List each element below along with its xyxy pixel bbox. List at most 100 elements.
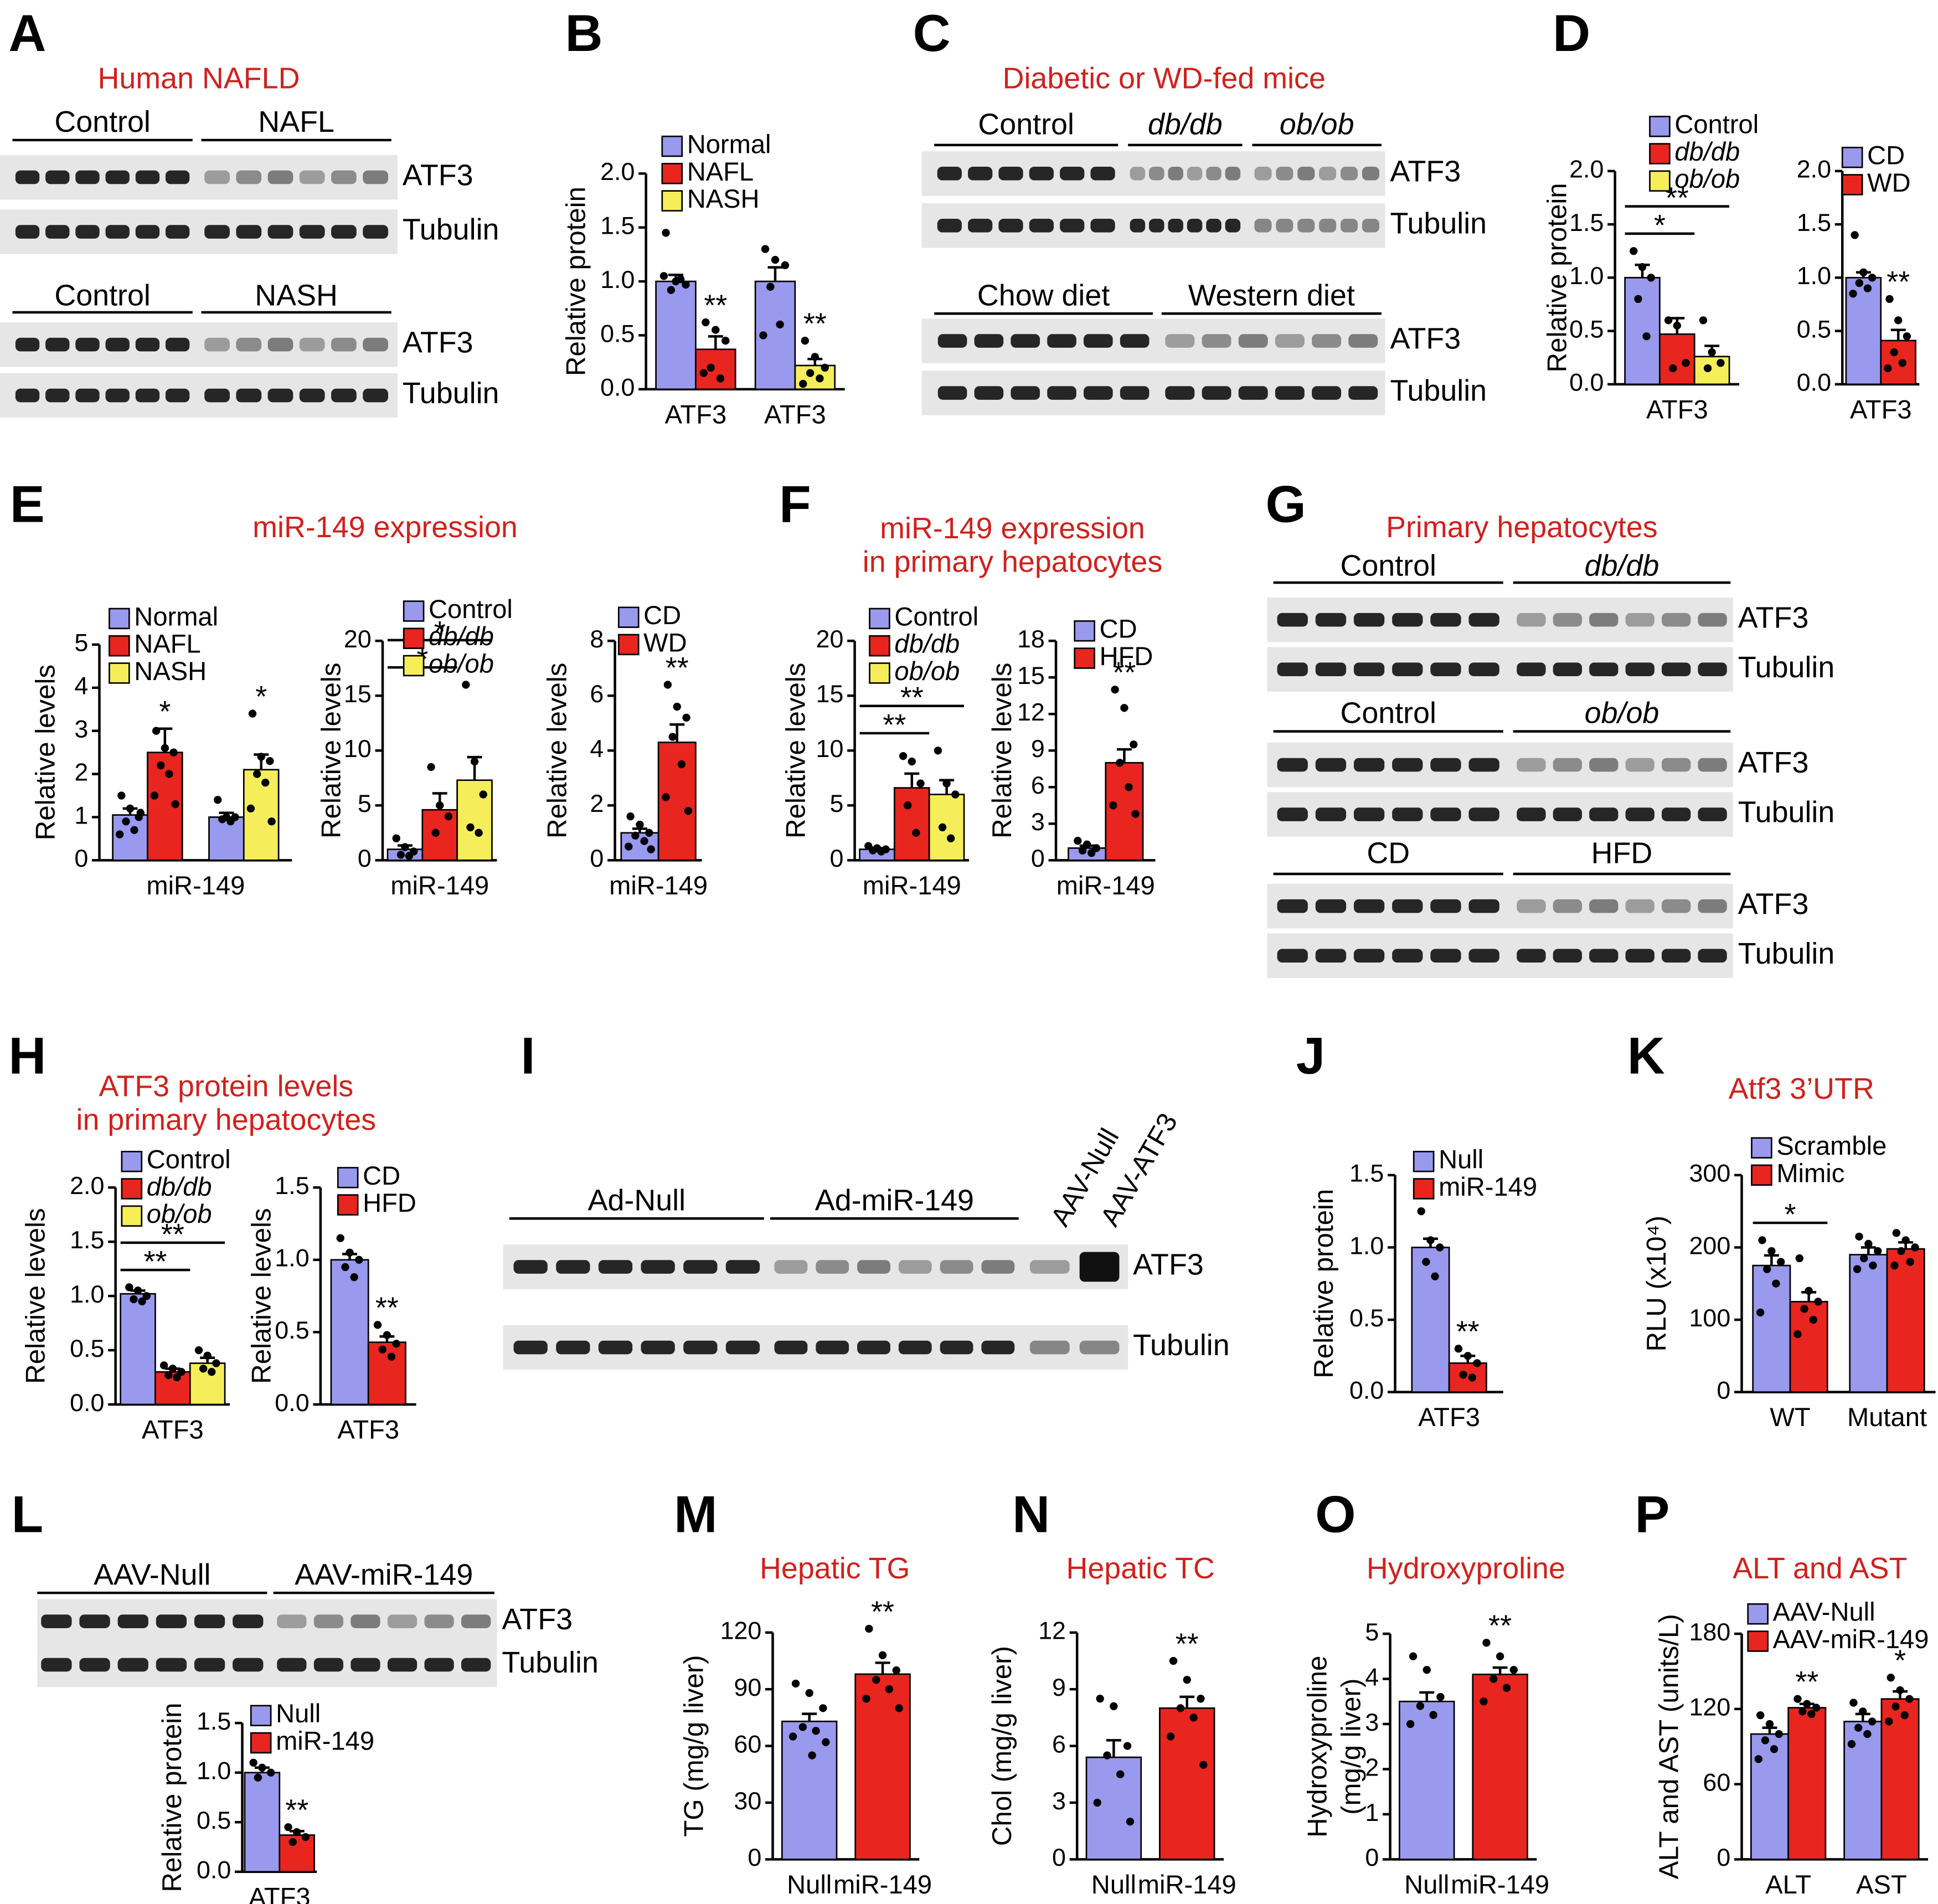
bar <box>1624 277 1661 385</box>
blot-band <box>1553 807 1583 821</box>
y-tick-label: 9 <box>1052 1674 1066 1701</box>
data-point <box>1074 836 1082 845</box>
data-point <box>152 727 161 735</box>
blot-row-label: ATF3 <box>1738 887 1809 920</box>
blot-band <box>1319 219 1337 233</box>
data-point <box>392 834 400 842</box>
data-point <box>1903 332 1911 341</box>
blot-band <box>75 337 100 352</box>
blot-band <box>45 337 70 352</box>
data-point <box>816 374 824 383</box>
panel-letter: N <box>1012 1485 1050 1543</box>
data-point <box>1708 348 1716 357</box>
legend-label: HFD <box>363 1188 416 1217</box>
blot-band <box>1029 219 1054 233</box>
blot-band <box>774 1340 808 1355</box>
data-point <box>475 829 483 837</box>
y-tick-label: 0 <box>748 1844 761 1871</box>
blot-band <box>1392 949 1423 963</box>
blot-band <box>1277 807 1308 821</box>
data-point <box>799 379 807 388</box>
data-point <box>1473 1359 1481 1367</box>
blot-band <box>937 386 967 400</box>
data-point <box>1459 1371 1467 1379</box>
legend-label: ob/ob <box>894 656 960 686</box>
data-point <box>684 807 693 815</box>
significance-star: ** <box>900 681 924 714</box>
blot-group-label: db/db <box>1585 549 1659 582</box>
blot-band <box>105 225 130 239</box>
blot-band <box>1254 219 1272 233</box>
y-tick-label: 0 <box>74 845 88 872</box>
blot-band <box>1297 219 1315 233</box>
legend-swatch <box>337 1167 359 1188</box>
blot-band <box>1661 949 1691 963</box>
blot-band <box>1315 662 1347 676</box>
blot-band <box>135 388 160 403</box>
blot-row-label: Tubulin <box>1738 651 1835 684</box>
blot-band <box>857 1340 890 1355</box>
data-point <box>164 1371 173 1380</box>
data-point <box>819 1704 827 1712</box>
data-point <box>288 1838 297 1846</box>
data-point <box>1111 686 1119 694</box>
significance-star: * <box>159 695 171 728</box>
blot-band <box>299 225 325 239</box>
y-axis-label: RLU (x10⁴) <box>1641 1216 1672 1352</box>
blot-band <box>204 337 230 352</box>
blot-band <box>1661 662 1691 676</box>
error-bar <box>708 335 723 349</box>
data-point <box>301 1833 310 1841</box>
blot-band <box>1312 386 1342 400</box>
blot-band <box>363 170 389 184</box>
blot-band <box>387 1658 418 1672</box>
y-tick-label: 0.5 <box>1349 1304 1384 1332</box>
data-point <box>212 1359 220 1367</box>
blot-group-label: Control <box>978 108 1074 141</box>
data-point <box>248 709 257 718</box>
y-axis-label: Relative levels <box>987 663 1017 838</box>
x-tick-label: Mutant <box>1847 1402 1927 1432</box>
blot-band <box>233 1658 264 1672</box>
blot-band <box>135 225 160 239</box>
legend-swatch <box>109 662 130 684</box>
bar <box>928 794 965 861</box>
data-point <box>1131 810 1140 818</box>
y-tick-label: 1.0 <box>197 1757 231 1785</box>
bar <box>154 1371 191 1406</box>
data-point <box>117 791 126 800</box>
data-point <box>401 843 409 851</box>
blot-band <box>1517 899 1546 913</box>
significance-star: * <box>255 680 267 713</box>
blot-row-label: ATF3 <box>1738 746 1809 779</box>
data-point <box>258 1763 266 1772</box>
data-point <box>284 1823 292 1831</box>
y-tick-label: 3 <box>1365 1709 1379 1736</box>
blot-band <box>1254 167 1272 181</box>
blot-band <box>1517 949 1546 963</box>
blot-band <box>513 1260 548 1274</box>
x-tick-label: ATF3 <box>1850 395 1912 424</box>
legend-swatch <box>1747 1603 1769 1625</box>
y-tick-label: 100 <box>1689 1304 1730 1332</box>
blot-band <box>1202 334 1231 348</box>
data-point <box>444 812 453 821</box>
blot-band <box>461 1658 491 1672</box>
data-point <box>1800 1305 1808 1313</box>
blot-group-label: Ad-Null <box>588 1183 686 1217</box>
data-point <box>1087 848 1096 857</box>
y-tick-label: 0.5 <box>600 320 635 347</box>
data-point <box>1126 1817 1135 1826</box>
data-point <box>1772 1279 1780 1288</box>
data-point <box>1777 1258 1785 1266</box>
y-tick-label: 0.0 <box>1797 369 1831 397</box>
data-point <box>1669 364 1677 373</box>
x-tick-label: miR-149 <box>1138 1870 1236 1899</box>
data-point <box>1454 1345 1463 1353</box>
panel-letter: E <box>10 475 45 533</box>
panel-title: in primary hepatocytes <box>863 546 1163 579</box>
blot-band <box>598 1340 633 1355</box>
data-point <box>877 847 885 856</box>
data-point <box>1855 279 1864 287</box>
blot-group-label: Ad-miR-149 <box>815 1183 974 1217</box>
